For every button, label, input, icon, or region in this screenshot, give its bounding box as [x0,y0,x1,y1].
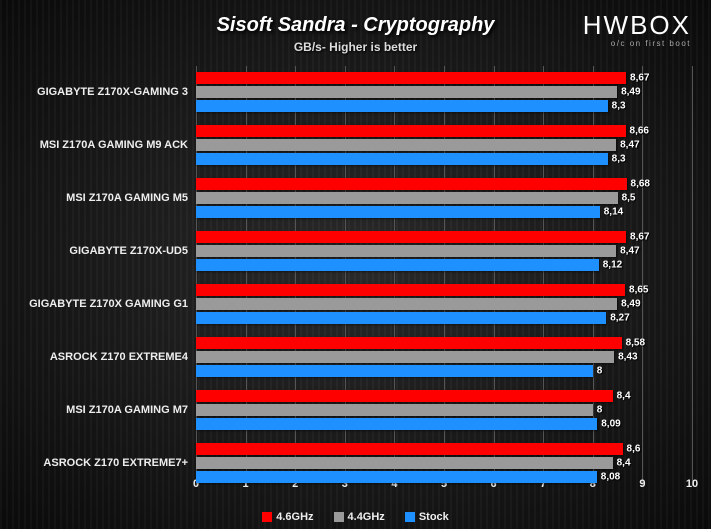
bar-value-label: 8 [597,405,603,416]
bar-value-label: 8,5 [622,193,636,204]
bar-value-label: 8,66 [630,126,649,137]
bar-group: GIGABYTE Z170X GAMING G18,658,498,27 [196,284,692,324]
bar-value-label: 8,58 [626,338,645,349]
bar: 8,4 [196,390,613,402]
bar-value-label: 8,27 [610,313,629,324]
bar-value-label: 8,3 [612,101,626,112]
category-label: GIGABYTE Z170X-GAMING 3 [0,86,188,98]
bar-value-label: 8,14 [604,207,623,218]
bar-value-label: 8,43 [618,352,637,363]
bar: 8,43 [196,351,614,363]
bar-value-label: 8,08 [601,472,620,483]
legend-swatch [262,512,272,522]
chart-container: HWBOX o/c on first boot Sisoft Sandra - … [0,0,711,529]
bar: 8,6 [196,443,623,455]
bar-value-label: 8,12 [603,260,622,271]
legend-item: Stock [405,511,449,523]
category-label: ASROCK Z170 EXTREME4 [0,351,188,363]
category-label: GIGABYTE Z170X GAMING G1 [0,298,188,310]
bar-value-label: 8 [597,366,603,377]
bar-value-label: 8,3 [612,154,626,165]
category-label: MSI Z170A GAMING M5 [0,192,188,204]
bar: 8,49 [196,86,617,98]
legend-label: 4.4GHz [348,511,385,523]
bar-value-label: 8,68 [631,179,650,190]
legend-item: 4.4GHz [334,511,385,523]
legend-label: 4.6GHz [276,511,313,523]
bar-value-label: 8,6 [627,444,641,455]
legend-swatch [334,512,344,522]
legend-item: 4.6GHz [262,511,313,523]
legend-swatch [405,512,415,522]
bar: 8,5 [196,192,618,204]
grid-line [692,66,693,486]
bar: 8,3 [196,100,608,112]
bar-group: ASROCK Z170 EXTREME7+8,68,48,08 [196,443,692,483]
bar-value-label: 8,4 [617,458,631,469]
bar: 8,3 [196,153,608,165]
bar: 8,27 [196,312,606,324]
plot-area: 012345678910GIGABYTE Z170X-GAMING 38,678… [196,66,692,486]
bar-group: GIGABYTE Z170X-UD58,678,478,12 [196,231,692,271]
bar-group: GIGABYTE Z170X-GAMING 38,678,498,3 [196,72,692,112]
brand-logo: HWBOX o/c on first boot [583,10,691,48]
category-label: MSI Z170A GAMING M7 [0,404,188,416]
bar-value-label: 8,4 [617,391,631,402]
bar-value-label: 8,09 [601,419,620,430]
bar-group: MSI Z170A GAMING M9 ACK8,668,478,3 [196,125,692,165]
bar: 8,66 [196,125,626,137]
bar: 8,65 [196,284,625,296]
bar: 8,68 [196,178,627,190]
bar-value-label: 8,47 [620,246,639,257]
bar: 8,49 [196,298,617,310]
bar: 8,47 [196,245,616,257]
bar: 8,12 [196,259,599,271]
bar-value-label: 8,47 [620,140,639,151]
bar-value-label: 8,49 [621,87,640,98]
bar: 8,58 [196,337,622,349]
bar: 8,47 [196,139,616,151]
legend-label: Stock [419,511,449,523]
bar: 8,09 [196,418,597,430]
bar-value-label: 8,67 [630,232,649,243]
bar-group: MSI Z170A GAMING M78,488,09 [196,390,692,430]
category-label: GIGABYTE Z170X-UD5 [0,245,188,257]
bar-value-label: 8,67 [630,73,649,84]
category-label: MSI Z170A GAMING M9 ACK [0,139,188,151]
bar: 8,14 [196,206,600,218]
category-label: ASROCK Z170 EXTREME7+ [0,457,188,469]
bar: 8 [196,404,593,416]
bar: 8,08 [196,471,597,483]
legend: 4.6GHz 4.4GHz Stock [0,511,711,523]
bar-group: MSI Z170A GAMING M58,688,58,14 [196,178,692,218]
bar: 8,67 [196,72,626,84]
bar-value-label: 8,65 [629,285,648,296]
logo-text: HWBOX [583,10,691,41]
bar-group: ASROCK Z170 EXTREME48,588,438 [196,337,692,377]
bar: 8,67 [196,231,626,243]
bar: 8 [196,365,593,377]
bar-value-label: 8,49 [621,299,640,310]
bar: 8,4 [196,457,613,469]
